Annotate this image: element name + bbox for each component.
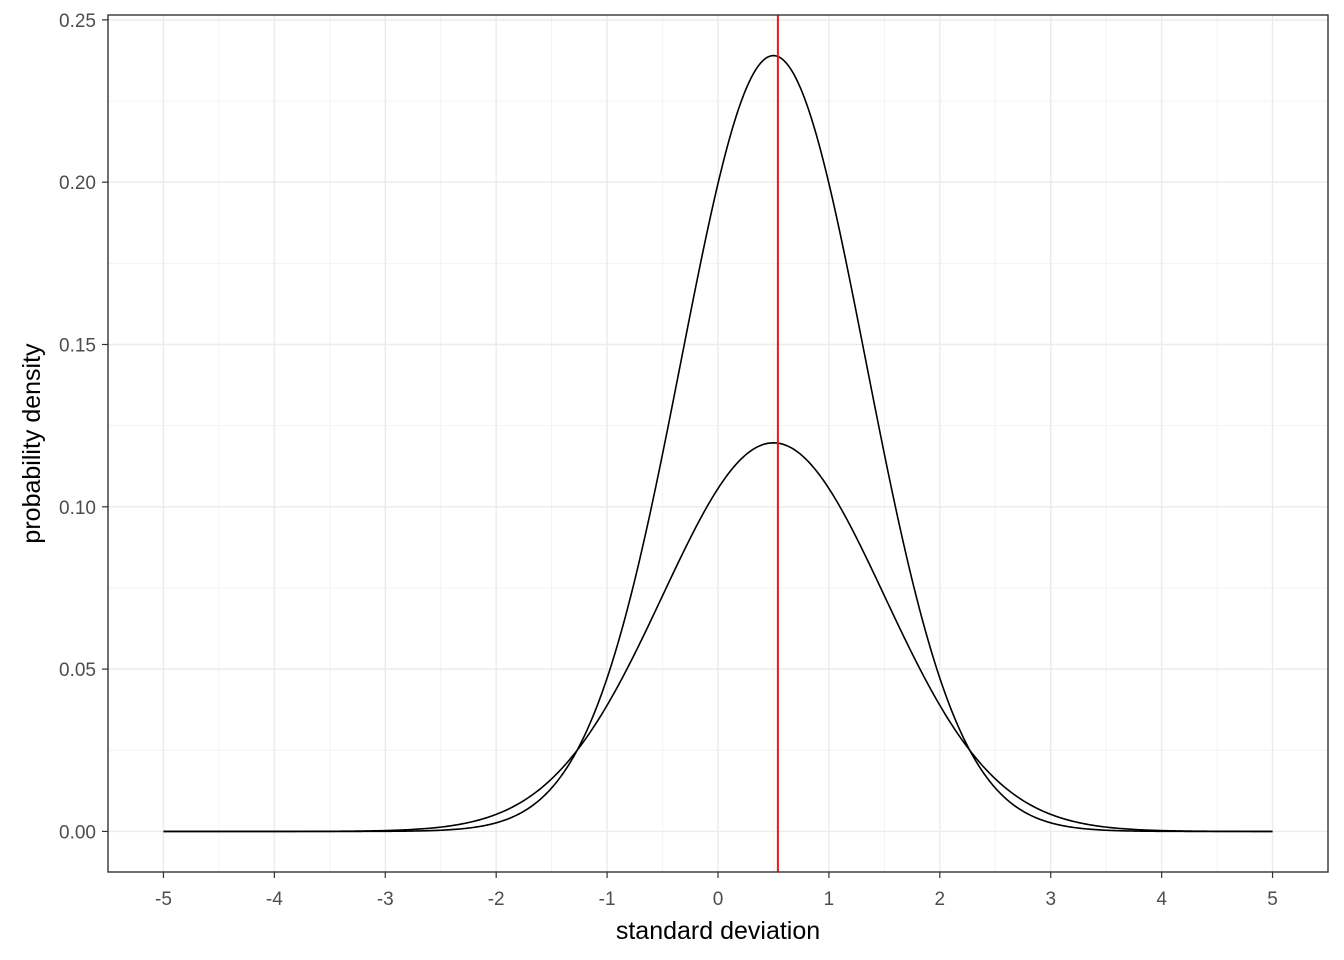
y-tick-label: 0.25 [59,11,96,32]
y-tick-label: 0.05 [59,660,96,681]
y-tick-label: 0.15 [59,335,96,356]
plot-panel [107,14,1329,873]
density-curves [163,54,1273,833]
x-axis-title: standard deviation [616,917,820,945]
y-tick-label: 0.00 [59,822,96,843]
x-axis: -5 -4 -3 -2 -1 0 1 2 3 4 5 [155,872,1278,910]
y-tick-label: 0.20 [59,173,96,194]
x-tick-label: -3 [377,889,394,910]
y-axis: 0.00 0.05 0.10 0.15 0.20 0.25 [59,11,108,843]
x-tick-label: -2 [488,889,505,910]
x-tick-label: -4 [266,889,283,910]
y-axis-title: probability density [18,343,46,544]
x-tick-label: 0 [713,889,724,910]
x-tick-label: 4 [1156,889,1167,910]
x-tick-label: -5 [155,889,172,910]
x-tick-label: 5 [1267,889,1278,910]
y-tick-label: 0.10 [59,498,96,519]
x-tick-label: -1 [599,889,616,910]
x-tick-label: 2 [935,889,946,910]
density-curve-2 [163,442,1273,833]
x-tick-label: 3 [1045,889,1056,910]
x-tick-label: 1 [824,889,835,910]
